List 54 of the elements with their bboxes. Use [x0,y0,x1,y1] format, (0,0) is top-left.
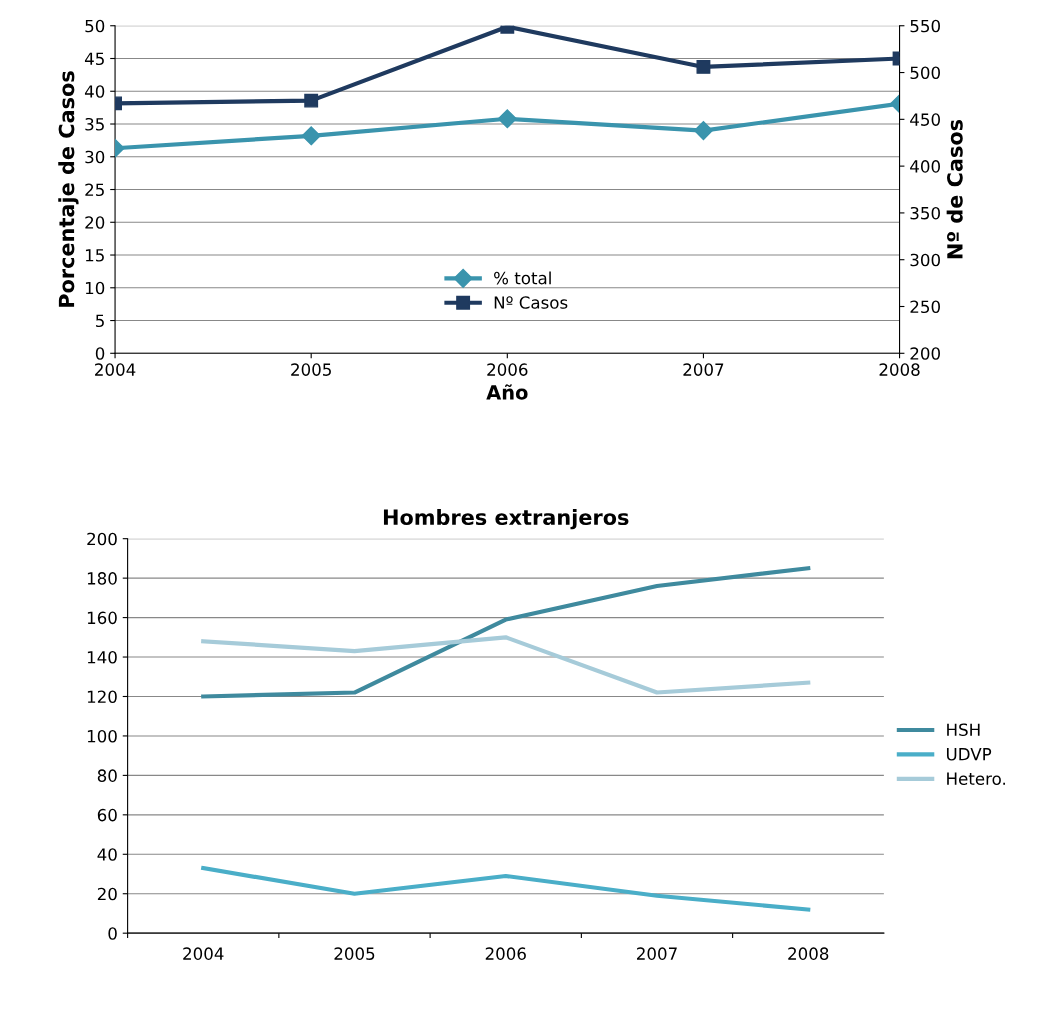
x-tick-label: 2008 [879,363,920,376]
line-series [201,566,811,699]
x-tick-label: 2005 [291,363,331,376]
x-tick-label: 2004 [183,947,224,960]
x-tick-label: 2006 [487,363,528,376]
y-tick-label: 200 [87,532,117,546]
y-tick-label: 20 [85,216,105,229]
y-tick-label: 180 [87,572,117,585]
y-tick-label: 50 [85,19,105,33]
y-tick-label: 30 [85,150,105,164]
y-tick-label: 40 [97,848,117,861]
x-tick-label: 2007 [683,363,724,376]
point [497,109,517,129]
y-tick-label: 100 [87,729,117,743]
legend-label: HSH [947,723,980,737]
y2-tick-label: 200 [910,347,940,360]
line-series [201,866,811,912]
y-tick-label: 140 [87,651,117,664]
y-tick-label: 15 [85,249,104,262]
legend-label: Hetero. [947,772,1005,785]
x-tick-label: 2006 [485,947,526,960]
y2-tick-label: 300 [910,253,940,267]
y-tick-label: 80 [97,769,117,782]
y2-tick-label: 350 [910,206,940,220]
y-tick-label: 40 [84,85,105,98]
point [693,121,713,141]
y2-tick-label: 250 [910,300,940,314]
y-tick-label: 120 [87,690,117,704]
y2-tick-label: 550 [910,19,940,33]
x-tick-label: 2005 [334,947,375,960]
y-tick-label: 0 [108,927,117,940]
y-tick-label: 10 [85,281,105,295]
legend-label: % total [494,271,551,285]
line-series [201,635,811,695]
legend-label: UDVP [946,748,992,761]
y-tick-label: 20 [97,887,117,901]
x-tick-label: 2008 [788,947,829,960]
y-tick-label: 45 [84,52,104,66]
y2-tick-label: 450 [910,113,940,126]
x-axis-title: Año [486,384,528,400]
y-tick-label: 160 [87,611,117,625]
y-tick-label: 60 [97,808,117,822]
y-tick-label: 35 [85,117,104,131]
y2-tick-label: 400 [910,160,940,173]
y2-axis-title: Nº de Casos [946,119,963,259]
x-tick-label: 2007 [637,947,677,960]
legend-label: Nº Casos [494,296,568,309]
y-tick-label: 0 [95,347,105,360]
y-tick-label: 25 [85,183,104,197]
y-axis-title: Porcentaje de Casos [58,71,79,307]
x-tick-label: 2004 [95,363,136,376]
chart-title: Hombres extranjeros [383,508,629,530]
y-tick-label: 5 [96,314,104,328]
y2-tick-label: 500 [910,66,940,80]
